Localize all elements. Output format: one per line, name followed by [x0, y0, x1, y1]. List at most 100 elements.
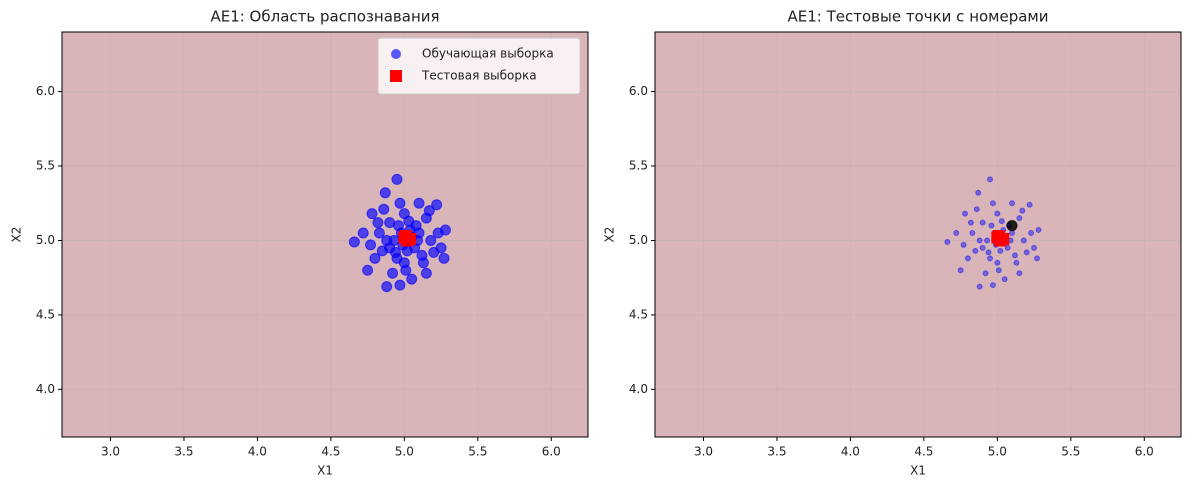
point	[435, 242, 447, 254]
points	[944, 176, 1042, 290]
point	[988, 222, 995, 229]
point	[985, 249, 992, 256]
point	[357, 227, 369, 239]
x-tick-label: 4.5	[321, 445, 340, 459]
point	[1023, 249, 1030, 256]
y-tick-label: 5.0	[36, 233, 55, 247]
y-tick-label: 6.0	[629, 84, 648, 98]
point	[390, 246, 402, 258]
y-tick-label: 4.5	[629, 307, 648, 321]
point	[962, 210, 969, 217]
point	[1026, 201, 1033, 208]
legend-box	[377, 37, 581, 95]
point	[423, 205, 435, 217]
point	[1034, 255, 1041, 262]
y-tick-label: 4.0	[36, 382, 55, 396]
point	[994, 210, 1001, 217]
point	[417, 257, 429, 269]
legend-marker	[390, 70, 402, 82]
y-axis-label: X2	[10, 227, 24, 243]
point	[366, 208, 378, 220]
point	[976, 237, 983, 244]
point	[399, 229, 412, 242]
x-tick-label: 6.0	[1135, 445, 1154, 459]
plot-frame	[654, 31, 1182, 438]
x-tick-label: 4.0	[841, 445, 860, 459]
point	[953, 230, 960, 237]
point	[403, 215, 415, 227]
plot-background	[62, 32, 588, 437]
point	[975, 189, 982, 196]
point	[1020, 237, 1027, 244]
point	[378, 203, 390, 215]
point	[986, 255, 993, 262]
points	[348, 173, 451, 293]
point	[1013, 259, 1020, 266]
point	[989, 200, 996, 207]
x-tick-label: 5.5	[468, 445, 487, 459]
point	[982, 270, 989, 277]
point	[995, 267, 1002, 274]
point	[387, 267, 399, 279]
legend-marker	[391, 49, 401, 59]
point	[969, 230, 976, 237]
point	[984, 237, 991, 244]
point	[438, 252, 450, 264]
y-tick-label: 5.5	[36, 159, 55, 173]
point	[381, 281, 393, 293]
point	[413, 197, 425, 209]
point	[369, 252, 381, 264]
y-axis-label: X2	[603, 227, 617, 243]
x-axis-label: X1	[317, 464, 333, 478]
point	[1006, 220, 1018, 232]
point	[992, 229, 1005, 242]
point	[1011, 252, 1018, 259]
point	[394, 279, 406, 291]
point	[365, 239, 377, 251]
point	[1001, 276, 1008, 283]
point	[348, 236, 360, 248]
x-tick-label: 3.5	[767, 445, 786, 459]
point	[964, 255, 971, 262]
point	[1009, 200, 1016, 207]
x-tick-label: 3.0	[694, 445, 713, 459]
x-axis-label: X1	[910, 464, 926, 478]
point	[1004, 244, 1011, 251]
point	[944, 238, 951, 245]
y-tick-label: 6.0	[36, 84, 55, 98]
x-tick-label: 5.0	[395, 445, 414, 459]
legend-label: Обучающая выборка	[422, 47, 554, 61]
point	[979, 219, 986, 226]
point	[1028, 230, 1035, 237]
x-tick-label: 5.5	[1061, 445, 1080, 459]
point	[379, 187, 391, 199]
y-tick-label: 4.5	[36, 307, 55, 321]
point	[373, 227, 385, 239]
point	[431, 199, 443, 211]
x-tick-label: 3.5	[174, 445, 193, 459]
point	[967, 219, 974, 226]
point	[976, 283, 983, 290]
x-tick-label: 4.0	[248, 445, 267, 459]
point	[394, 197, 406, 209]
legend-label: Тестовая выборка	[421, 69, 537, 83]
point	[1031, 244, 1038, 251]
x-tick-label: 6.0	[542, 445, 561, 459]
x-tick-label: 5.0	[988, 445, 1007, 459]
point	[372, 217, 384, 229]
plot-background	[655, 32, 1181, 437]
point	[425, 234, 437, 246]
point	[1019, 207, 1026, 214]
y-tick-label: 5.5	[629, 159, 648, 173]
point	[420, 267, 432, 279]
point	[391, 173, 403, 185]
point	[986, 176, 993, 183]
point	[400, 264, 412, 276]
point	[997, 247, 1004, 254]
point	[392, 220, 404, 232]
point	[1016, 215, 1023, 222]
point	[998, 218, 1005, 225]
chart-title: AE1: Область распознавания	[210, 8, 439, 26]
y-tick-label: 4.0	[629, 382, 648, 396]
